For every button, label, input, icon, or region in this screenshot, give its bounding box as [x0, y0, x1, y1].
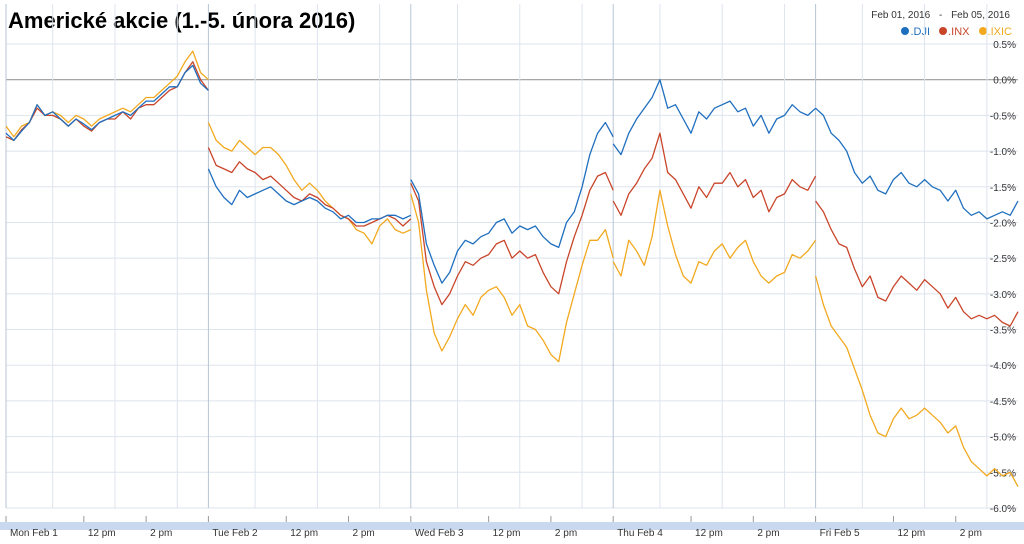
y-tick-label: 0.0% — [993, 76, 1016, 87]
series-line-ixic — [410, 193, 614, 363]
series-line-dji — [612, 79, 817, 156]
x-tick-label: Fri Feb 5 — [820, 528, 860, 539]
legend-dot-icon — [978, 27, 987, 35]
legend-dot-icon — [939, 27, 948, 35]
legend-dot-icon — [901, 27, 910, 35]
y-tick-label: -5.0% — [990, 433, 1016, 444]
y-tick-label: -4.0% — [990, 361, 1016, 372]
y-tick-label: -1.5% — [990, 183, 1016, 194]
series-line-ixic — [814, 275, 1019, 487]
series-line-ixic — [5, 50, 209, 138]
y-tick-label: 0.5% — [993, 40, 1016, 51]
y-tick-label: -6.0% — [990, 504, 1016, 515]
x-tick-label: 12 pm — [88, 528, 116, 539]
y-tick-label: -1.0% — [990, 147, 1016, 158]
date-range-separator: - — [938, 10, 943, 21]
legend-item-dji[interactable]: .DJI — [901, 26, 930, 38]
date-range-start: Feb 01, 2016 — [871, 10, 931, 21]
legend: .DJI .INX .IXIC — [895, 26, 1012, 38]
legend-label-inx: .INX — [948, 26, 970, 38]
x-tick-label: 12 pm — [695, 528, 723, 539]
series-line-dji — [410, 121, 614, 284]
y-tick-label: -5.5% — [990, 468, 1016, 479]
x-tick-label: 12 pm — [493, 528, 521, 539]
y-tick-label: -4.5% — [990, 397, 1016, 408]
y-tick-label: -2.0% — [990, 218, 1016, 229]
x-tick-label: 2 pm — [960, 528, 982, 539]
series-line-ixic — [612, 189, 817, 284]
y-tick-label: -2.5% — [990, 254, 1016, 265]
x-tick-label: Thu Feb 4 — [617, 528, 663, 539]
x-tick-label: 12 pm — [897, 528, 925, 539]
y-tick-label: -0.5% — [990, 111, 1016, 122]
legend-label-ixic: .IXIC — [987, 26, 1012, 38]
x-tick-label: 2 pm — [353, 528, 375, 539]
series-line-ixic — [207, 122, 412, 245]
x-tick-label: 12 pm — [290, 528, 318, 539]
y-tick-label: -3.0% — [990, 290, 1016, 301]
legend-item-ixic[interactable]: .IXIC — [978, 26, 1012, 38]
date-range: Feb 01, 2016 - Feb 05, 2016 — [871, 10, 1010, 21]
x-tick-label: 2 pm — [150, 528, 172, 539]
series-line-inx — [207, 147, 412, 227]
series-line-inx — [815, 200, 1019, 327]
legend-label-dji: .DJI — [910, 26, 931, 38]
series-line-dji — [815, 107, 1019, 220]
series-line-dji — [207, 168, 412, 224]
series-line-inx — [410, 171, 614, 306]
chart-title: Americké akcie (1.-5. února 2016) — [8, 8, 356, 33]
x-tick-label: Wed Feb 3 — [415, 528, 464, 539]
series-line-inx — [612, 132, 817, 216]
x-tick-label: 2 pm — [757, 528, 779, 539]
x-axis-band — [0, 522, 1024, 530]
legend-item-inx[interactable]: .INX — [939, 26, 969, 38]
y-tick-label: -3.5% — [990, 326, 1016, 337]
x-tick-label: Mon Feb 1 — [10, 528, 58, 539]
series-line-dji — [5, 64, 209, 142]
x-tick-label: Tue Feb 2 — [212, 528, 258, 539]
date-range-end: Feb 05, 2016 — [951, 10, 1010, 21]
x-tick-label: 2 pm — [555, 528, 577, 539]
